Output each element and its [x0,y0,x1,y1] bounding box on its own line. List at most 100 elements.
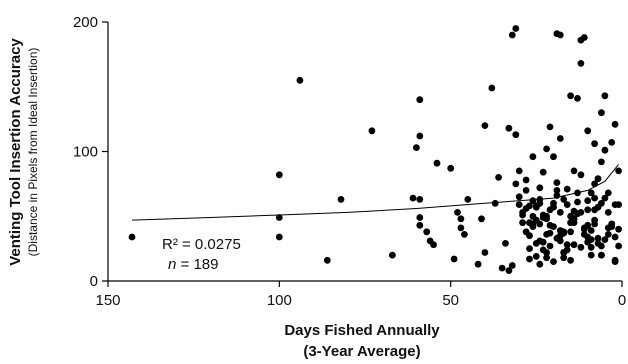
data-point [594,234,602,242]
data-point [536,237,544,245]
data-point [608,139,616,146]
data-point [508,31,516,39]
data-point [522,187,530,194]
x-axis-subtitle: (3-Year Average) [303,343,420,360]
y-axis-title: Venting Tool Insertion Accuracy [7,38,24,266]
data-point [556,31,564,39]
data-point [570,215,578,223]
trendline-group [131,164,619,221]
data-point [539,168,547,176]
data-point [416,96,424,104]
data-point [526,245,533,253]
y-tick-label: 200 [73,14,98,31]
data-point [601,236,609,244]
data-point [591,194,598,202]
data-point [519,211,526,219]
data-point [529,153,537,161]
data-point [512,180,520,188]
sample-size-annotation: n = 189 [168,256,218,273]
data-point [546,221,554,229]
data-point [409,194,417,202]
n-symbol: n [168,256,176,273]
data-point [515,193,523,201]
data-point [591,140,598,148]
data-point [556,237,564,245]
data-point [591,216,598,224]
data-point [478,215,485,223]
data-point [539,211,547,219]
data-point [574,189,581,197]
data-point [128,233,136,241]
trendline [131,164,619,221]
data-point [615,225,622,233]
data-point [560,196,568,203]
data-point [416,132,424,140]
data-point [519,219,526,227]
data-point [580,225,588,233]
data-point [505,267,513,274]
data-point [584,127,592,135]
data-point [488,84,496,92]
data-point [591,180,598,188]
data-point [546,242,554,250]
data-point [416,221,424,229]
data-point [615,242,622,250]
data-point [416,196,424,203]
data-point [598,158,605,166]
data-point [512,25,520,32]
data-point [461,231,468,238]
data-point [275,171,283,179]
data-point [505,124,513,132]
data-point [584,238,592,246]
data-point [550,153,557,161]
data-point [611,120,619,128]
data-point [594,175,602,183]
data-point [368,127,376,135]
data-point [536,199,544,207]
data-point [296,76,304,84]
data-point [587,189,595,197]
data-point [550,258,557,265]
data-point [529,197,537,205]
x-tick-label: 100 [267,292,292,309]
n-value: = 189 [176,256,218,273]
y-tick-label: 0 [90,273,98,290]
data-point [560,254,568,262]
data-point [567,228,574,236]
data-point [604,189,612,197]
data-point [601,194,609,202]
data-point [553,179,561,187]
data-point [587,243,595,251]
data-point [454,209,461,216]
data-point [560,249,568,256]
data-point [574,198,581,206]
data-point [447,164,455,172]
data-point [577,171,585,179]
x-tick-label: 150 [95,292,120,309]
data-point [598,251,605,259]
data-point [567,256,574,264]
data-point [389,251,396,259]
data-point [323,256,331,264]
data-point [546,229,554,237]
data-point [608,220,616,228]
data-point [584,197,592,205]
data-point [430,241,437,249]
data-point [457,215,465,223]
data-point [526,255,533,263]
data-point [515,167,523,175]
data-point [450,255,458,263]
data-point [611,233,619,241]
data-point [546,123,554,131]
data-point [481,122,489,129]
data-point [536,184,544,192]
data-point [512,131,520,139]
data-point [577,243,585,251]
data-point [508,262,516,269]
points-group [128,25,622,274]
ticks: 150 100 50 0 0 100 200 [73,14,626,309]
data-point [433,159,441,167]
data-point [481,249,489,256]
data-point [584,206,592,214]
data-point [536,260,544,268]
